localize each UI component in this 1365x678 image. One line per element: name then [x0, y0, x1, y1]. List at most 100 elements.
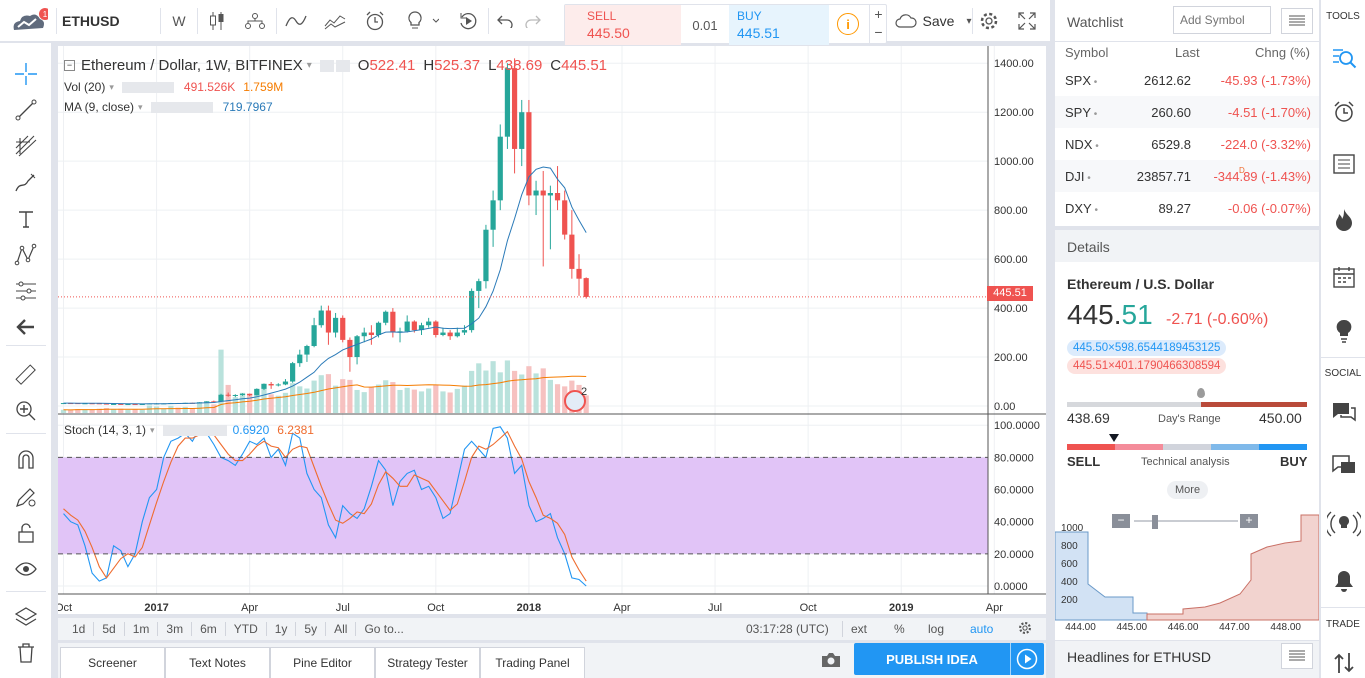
hotlist-flame-icon[interactable]	[1327, 205, 1361, 235]
tab-strategy-tester[interactable]: Strategy Tester	[375, 647, 480, 678]
chevron-down-icon[interactable]: ▾	[109, 81, 114, 92]
zoom-in-icon[interactable]	[10, 397, 42, 425]
percent-toggle[interactable]: %	[894, 622, 905, 636]
market-depth[interactable]: − + 1000 800 600 400 200 444.00 445.00 446.00 4…	[1054, 508, 1352, 642]
range-button[interactable]: 3m	[158, 622, 193, 636]
range-button[interactable]: 5d	[94, 622, 125, 636]
indicators-icon[interactable]	[280, 0, 312, 42]
column-change[interactable]: Chng (%)	[1255, 45, 1310, 60]
magnet-icon[interactable]	[10, 446, 42, 474]
column-symbol[interactable]: Symbol	[1065, 45, 1109, 60]
crosshair-icon[interactable]	[10, 60, 42, 88]
logo[interactable]: 1	[0, 0, 56, 42]
buy-button[interactable]: BUY 445.51	[729, 5, 829, 45]
chat-icon[interactable]	[1327, 398, 1361, 428]
quantity-stepper[interactable]: + −	[869, 5, 887, 45]
chevron-down-icon[interactable]: ▾	[138, 101, 143, 112]
range-button[interactable]: 1d	[58, 622, 95, 636]
chevron-down-icon[interactable]: ▾	[306, 60, 312, 71]
headlines-header[interactable]: Headlines for ETHUSD	[1055, 640, 1319, 678]
brush-icon[interactable]	[10, 169, 42, 197]
camera-icon[interactable]	[820, 651, 842, 672]
economic-events-icon[interactable]	[564, 390, 586, 412]
collapse-legend-icon[interactable]: −	[64, 60, 75, 71]
tab-screener[interactable]: Screener	[60, 647, 165, 678]
notifications-bell-icon[interactable]	[1327, 566, 1361, 596]
interval-selector[interactable]: W	[172, 13, 186, 29]
watchlist-row[interactable]: SPX • 2612.62 -45.93 (-1.73%)	[1055, 64, 1319, 96]
candles-icon[interactable]	[202, 0, 232, 42]
range-button[interactable]: 1y	[267, 622, 297, 636]
gear-icon[interactable]	[1018, 621, 1032, 638]
compare-icon[interactable]	[238, 0, 272, 42]
watchlist-row[interactable]: SPY • 260.60 -4.51 (-1.70%)	[1055, 96, 1319, 128]
trend-line-icon[interactable]	[10, 96, 42, 124]
layers-icon[interactable]	[10, 603, 42, 631]
arrow-left-icon[interactable]	[10, 313, 42, 341]
ext-toggle[interactable]: ext	[851, 622, 868, 636]
watchlist-row[interactable]: DXY • 89.27 -0.06 (-0.07%)	[1055, 192, 1319, 224]
symbol-search[interactable]: ETHUSD	[62, 13, 120, 29]
range-button[interactable]: 6m	[192, 622, 226, 636]
tab-text-notes[interactable]: Text Notes	[165, 647, 270, 678]
publish-idea-button[interactable]: PUBLISH IDEA	[854, 643, 1044, 675]
alarm-clock-icon[interactable]	[1327, 97, 1361, 127]
timezone-clock[interactable]: 03:17:28 (UTC)	[746, 622, 829, 636]
indicator-controls[interactable]	[162, 424, 227, 436]
tab-pine-editor[interactable]: Pine Editor	[270, 647, 375, 678]
price-chart[interactable]: 1400.00 1200.00 1000.00 800.00 600.00 400.00 2…	[58, 46, 1046, 614]
watchlist-row[interactable]: D DJI • 23857.71 -344.89 (-1.43%)	[1055, 160, 1319, 192]
ideas-icon[interactable]	[398, 0, 448, 42]
lock-icon[interactable]	[10, 519, 42, 547]
chart-area[interactable]: 1400.00 1200.00 1000.00 800.00 600.00 400.00 2…	[58, 46, 1046, 614]
slider-handle[interactable]	[1152, 515, 1158, 529]
text-tool-icon[interactable]	[10, 205, 42, 233]
add-symbol-input[interactable]	[1173, 6, 1271, 34]
alert-icon[interactable]	[358, 0, 392, 42]
column-last[interactable]: Last	[1175, 45, 1200, 60]
range-button[interactable]: Go to...	[364, 622, 404, 636]
replay-icon[interactable]	[452, 0, 484, 42]
financials-icon[interactable]	[318, 0, 352, 42]
ruler-icon[interactable]	[10, 361, 42, 389]
details-header[interactable]: Details	[1055, 230, 1319, 262]
pitchfork-icon[interactable]	[10, 132, 42, 160]
redo-icon[interactable]	[520, 0, 546, 42]
streams-icon[interactable]	[1327, 451, 1361, 481]
settings-icon[interactable]	[335, 59, 350, 72]
data-window-icon[interactable]	[1327, 149, 1361, 179]
tab-trading-panel[interactable]: Trading Panel	[480, 647, 585, 678]
more-button[interactable]: More	[1167, 481, 1209, 499]
stay-drawing-icon[interactable]	[10, 483, 42, 511]
watchlist-row[interactable]: NDX • 6529.8 -224.0 (-3.32%)	[1055, 128, 1319, 160]
indicator-controls[interactable]	[121, 81, 174, 93]
list-menu-icon[interactable]	[1281, 643, 1313, 669]
range-button[interactable]: YTD	[226, 622, 267, 636]
eye-icon[interactable]	[319, 59, 334, 72]
indicator-controls[interactable]	[150, 101, 213, 113]
zoom-out-button[interactable]: −	[1112, 514, 1130, 528]
range-button[interactable]: 5y	[296, 622, 327, 636]
ideas-bulb-icon[interactable]	[1327, 316, 1361, 346]
fullscreen-icon[interactable]	[1012, 0, 1042, 42]
prediction-icon[interactable]	[10, 277, 42, 305]
log-toggle[interactable]: log	[928, 622, 945, 636]
eye-icon[interactable]	[10, 555, 42, 583]
save-button[interactable]: Save ▾	[888, 0, 978, 42]
sell-button[interactable]: SELL 445.50	[565, 5, 681, 45]
range-button[interactable]: 1m	[125, 622, 159, 636]
broadcast-icon[interactable]	[1327, 509, 1361, 539]
trash-icon[interactable]	[10, 639, 42, 667]
zoom-in-button[interactable]: +	[1240, 514, 1258, 528]
info-icon[interactable]: i	[837, 13, 859, 35]
gear-icon[interactable]	[974, 0, 1004, 42]
undo-icon[interactable]	[492, 0, 518, 42]
chevron-down-icon[interactable]: ▾	[150, 424, 155, 435]
range-button[interactable]: All	[326, 622, 357, 636]
pattern-icon[interactable]	[10, 241, 42, 269]
depth-zoom-slider[interactable]: − +	[1112, 514, 1258, 529]
list-menu-icon[interactable]	[1281, 8, 1313, 34]
watchlist-icon[interactable]	[1327, 43, 1361, 73]
auto-toggle[interactable]: auto	[970, 622, 994, 636]
calendar-icon[interactable]	[1327, 262, 1361, 292]
